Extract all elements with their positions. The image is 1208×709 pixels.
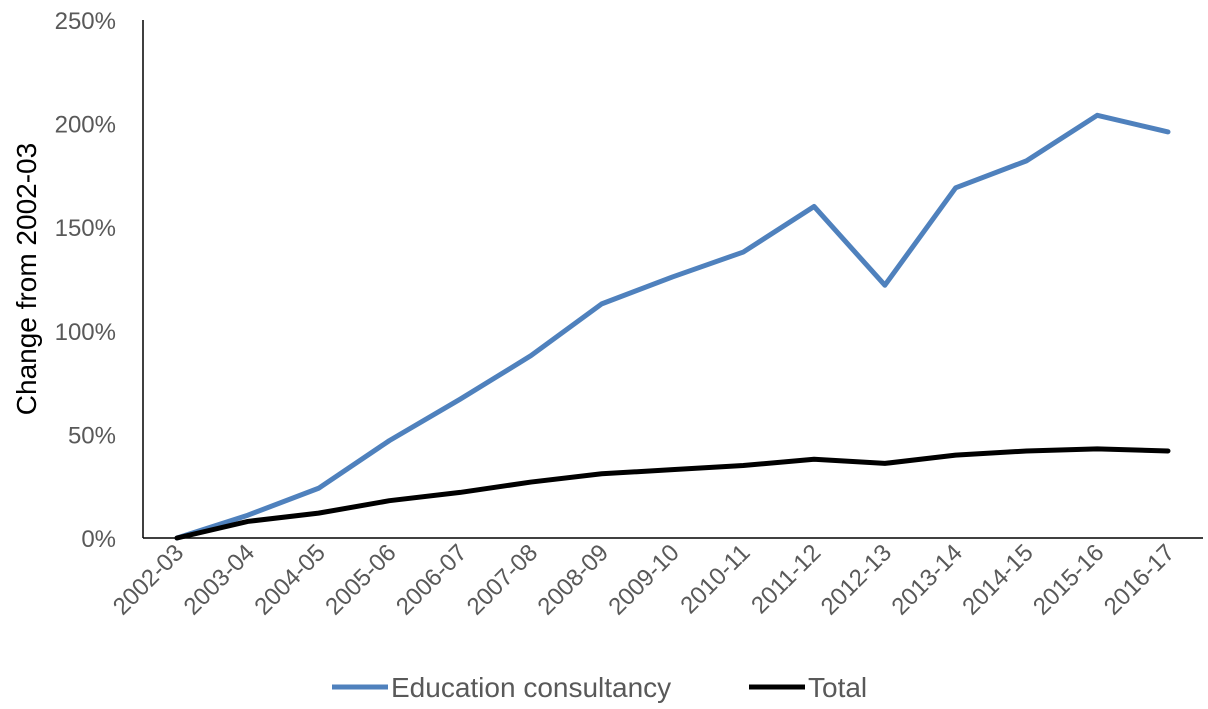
data-point — [813, 205, 815, 207]
data-point — [318, 512, 320, 514]
series-line-0 — [174, 112, 1171, 541]
data-point — [459, 398, 461, 400]
x-tick-label: 2006-07 — [391, 539, 472, 620]
data-point — [1025, 450, 1027, 452]
data-point — [1096, 448, 1098, 450]
data-point — [742, 464, 744, 466]
x-tick-label: 2003-04 — [179, 539, 260, 620]
legend-label: Total — [808, 672, 867, 703]
data-point — [884, 462, 886, 464]
data-point — [176, 537, 178, 539]
data-point — [388, 440, 390, 442]
y-tick-label: 200% — [55, 112, 116, 139]
y-tick-label: 100% — [55, 319, 116, 346]
legend-item: Education consultancy — [332, 672, 671, 703]
data-point — [247, 514, 249, 516]
y-tick-label: 250% — [55, 8, 116, 35]
x-tick-labels: 2002-032003-042004-052005-062006-072007-… — [108, 539, 1180, 620]
legend: Education consultancy Total — [332, 672, 867, 703]
series-lines — [174, 112, 1171, 541]
y-tick-labels: 0% 50% 100% 150% 200% 250% — [55, 8, 116, 553]
x-tick-label: 2010-11 — [675, 539, 755, 619]
y-tick-label: 150% — [55, 215, 116, 242]
data-point — [247, 520, 249, 522]
axes — [142, 20, 1203, 539]
x-tick-label: 2011-12 — [746, 539, 826, 619]
x-tick-label: 2008-09 — [533, 539, 614, 620]
x-tick-label: 2007-08 — [462, 539, 543, 620]
data-point — [1167, 450, 1169, 452]
data-point — [388, 500, 390, 502]
data-point — [813, 458, 815, 460]
x-tick-label: 2015-16 — [1028, 539, 1109, 620]
y-tick-label: 0% — [81, 526, 116, 553]
data-point — [530, 481, 532, 483]
series-line-1 — [174, 446, 1171, 541]
data-point — [955, 454, 957, 456]
x-tick-label: 2005-06 — [320, 539, 401, 620]
data-point — [601, 473, 603, 475]
data-point — [955, 187, 957, 189]
data-point — [1025, 160, 1027, 162]
data-point — [1096, 114, 1098, 116]
y-axis-title: Change from 2002-03 — [11, 143, 42, 415]
x-tick-label: 2009-10 — [603, 539, 684, 620]
legend-label: Education consultancy — [391, 672, 671, 703]
data-point — [601, 303, 603, 305]
data-point — [1167, 131, 1169, 133]
data-point — [459, 491, 461, 493]
x-tick-label: 2016-17 — [1099, 539, 1180, 620]
x-tick-label: 2013-14 — [887, 539, 968, 620]
legend-item: Total — [749, 672, 867, 703]
data-point — [672, 469, 673, 471]
data-point — [530, 355, 532, 357]
data-point — [672, 276, 673, 278]
x-tick-label: 2002-03 — [108, 539, 189, 620]
data-point — [318, 487, 320, 489]
x-tick-label: 2012-13 — [816, 539, 897, 620]
x-tick-label: 2014-15 — [957, 539, 1038, 620]
x-tick-label: 2004-05 — [249, 539, 330, 620]
data-point — [742, 251, 744, 253]
y-tick-label: 50% — [68, 422, 116, 449]
data-point — [884, 284, 886, 286]
